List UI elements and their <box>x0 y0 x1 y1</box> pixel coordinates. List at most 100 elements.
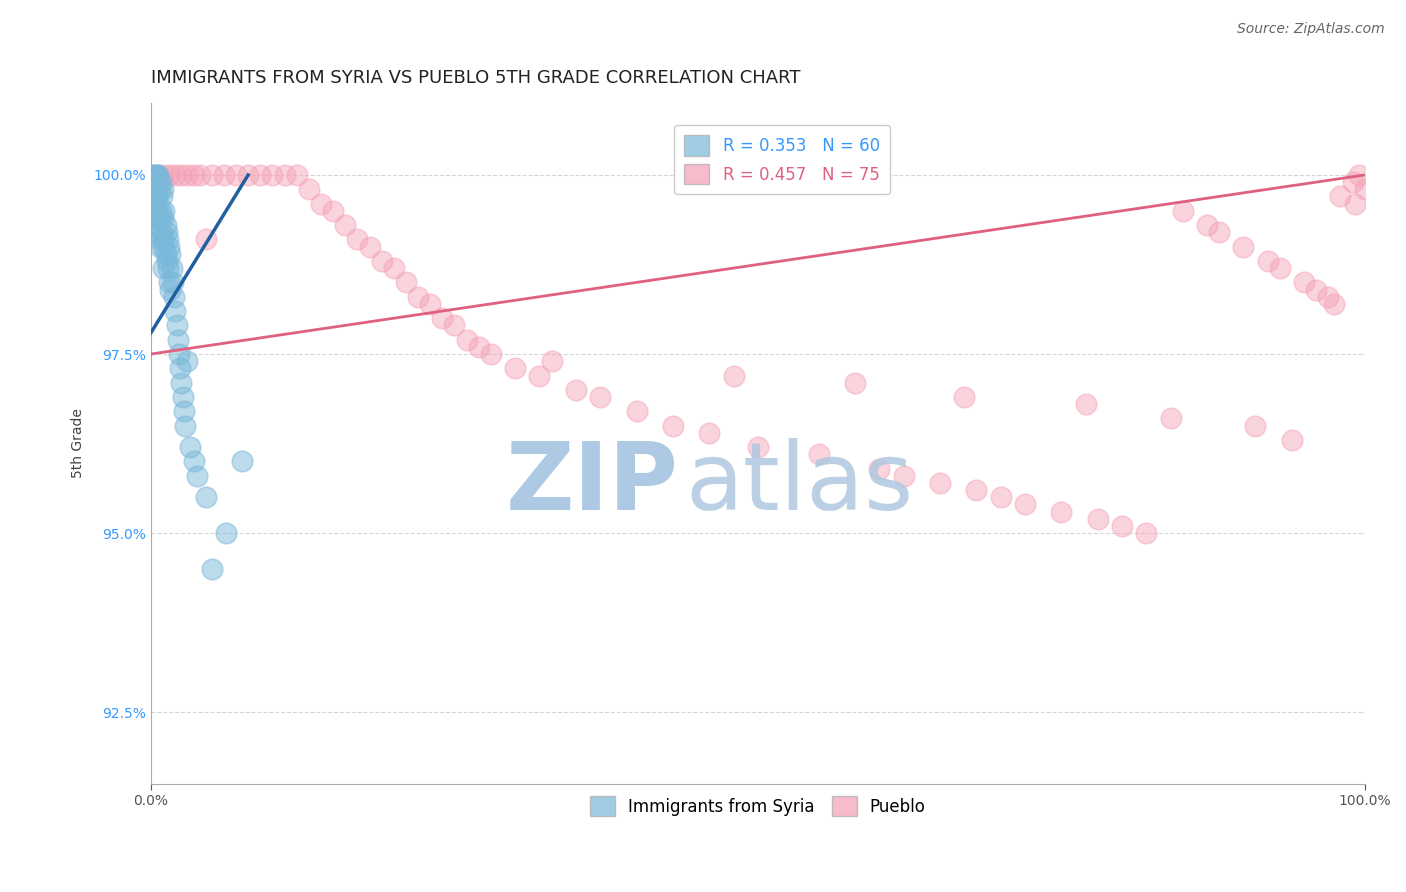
Point <box>148 211 170 225</box>
Point <box>157 232 180 246</box>
Point <box>231 454 253 468</box>
Point <box>153 203 176 218</box>
Point <box>145 182 167 196</box>
Point <box>1232 239 1254 253</box>
Point <box>285 168 308 182</box>
Point <box>148 196 170 211</box>
Point <box>1344 196 1367 211</box>
Point <box>174 418 197 433</box>
Point <box>1208 225 1230 239</box>
Point <box>167 347 190 361</box>
Point <box>359 239 381 253</box>
Point <box>173 404 195 418</box>
Point <box>236 168 259 182</box>
Point <box>893 468 915 483</box>
Point <box>456 333 478 347</box>
Point <box>143 189 166 203</box>
Point <box>273 168 295 182</box>
Point <box>157 239 180 253</box>
Point <box>157 261 180 276</box>
Point <box>1050 505 1073 519</box>
Point <box>503 361 526 376</box>
Text: atlas: atlas <box>685 438 914 531</box>
Point <box>540 354 562 368</box>
Point <box>1195 218 1218 232</box>
Point <box>150 225 173 239</box>
Point <box>142 168 165 182</box>
Point <box>1305 283 1327 297</box>
Point <box>157 168 180 182</box>
Point <box>152 211 174 225</box>
Point <box>149 232 172 246</box>
Point <box>194 490 217 504</box>
Point <box>1087 512 1109 526</box>
Point <box>176 354 198 368</box>
Point <box>146 168 169 182</box>
Point <box>152 261 174 276</box>
Point <box>747 440 769 454</box>
Point <box>225 168 247 182</box>
Point <box>419 297 441 311</box>
Point <box>155 246 177 260</box>
Point <box>160 261 183 276</box>
Point <box>146 168 169 182</box>
Point <box>157 276 180 290</box>
Point <box>699 425 721 440</box>
Point <box>1347 168 1369 182</box>
Point <box>1074 397 1097 411</box>
Point <box>172 390 194 404</box>
Point <box>1257 254 1279 268</box>
Point <box>1171 203 1194 218</box>
Point <box>194 232 217 246</box>
Text: Source: ZipAtlas.com: Source: ZipAtlas.com <box>1237 22 1385 37</box>
Point <box>1111 519 1133 533</box>
Point <box>170 376 193 390</box>
Point <box>186 468 208 483</box>
Point <box>156 225 179 239</box>
Point <box>1323 297 1346 311</box>
Point <box>1292 276 1315 290</box>
Point <box>150 189 173 203</box>
Point <box>183 454 205 468</box>
Point <box>467 340 489 354</box>
Point <box>162 276 184 290</box>
Point <box>990 490 1012 504</box>
Point <box>149 203 172 218</box>
Point <box>201 562 224 576</box>
Point <box>432 311 454 326</box>
Point <box>844 376 866 390</box>
Point <box>148 168 170 182</box>
Point <box>215 526 238 541</box>
Point <box>298 182 321 196</box>
Point <box>406 290 429 304</box>
Point <box>165 168 187 182</box>
Point <box>589 390 612 404</box>
Point <box>1014 497 1036 511</box>
Point <box>529 368 551 383</box>
Point <box>152 182 174 196</box>
Point <box>165 304 187 318</box>
Point <box>146 218 169 232</box>
Point <box>723 368 745 383</box>
Point <box>565 383 588 397</box>
Point <box>1281 433 1303 447</box>
Point <box>188 168 211 182</box>
Point <box>1329 189 1351 203</box>
Point <box>929 475 952 490</box>
Point <box>145 203 167 218</box>
Point <box>143 196 166 211</box>
Point <box>169 361 191 376</box>
Point <box>262 168 284 182</box>
Point <box>1341 175 1364 189</box>
Point <box>143 211 166 225</box>
Point <box>163 290 186 304</box>
Point <box>148 239 170 253</box>
Point <box>965 483 987 497</box>
Text: IMMIGRANTS FROM SYRIA VS PUEBLO 5TH GRADE CORRELATION CHART: IMMIGRANTS FROM SYRIA VS PUEBLO 5TH GRAD… <box>150 69 800 87</box>
Y-axis label: 5th Grade: 5th Grade <box>72 409 86 478</box>
Point <box>1244 418 1267 433</box>
Point <box>183 168 205 182</box>
Point <box>868 461 890 475</box>
Point <box>309 196 332 211</box>
Point <box>179 440 201 454</box>
